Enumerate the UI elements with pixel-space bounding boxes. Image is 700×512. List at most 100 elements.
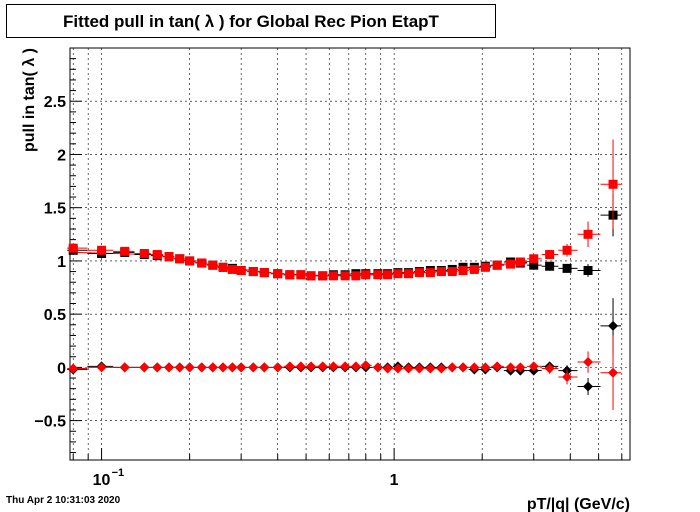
- data-point-square: [506, 259, 516, 269]
- x-axis-label: pT/|q| (GeV/c): [527, 496, 630, 512]
- timestamp-footer: Thu Apr 2 10:31:03 2020: [6, 495, 121, 506]
- data-point-diamond: [447, 362, 458, 373]
- data-point-diamond: [68, 363, 79, 374]
- data-point-square: [383, 270, 393, 280]
- y-tick-label: −0.5: [34, 414, 66, 431]
- data-point-diamond: [583, 357, 594, 368]
- data-point-diamond: [392, 363, 403, 374]
- y-tick-label: 0: [57, 360, 66, 377]
- data-point-square: [545, 250, 555, 260]
- data-point-square: [318, 271, 328, 281]
- data-point-diamond: [272, 362, 283, 373]
- data-point-square: [458, 266, 468, 276]
- data-point-square: [185, 256, 195, 266]
- data-point-diamond: [360, 360, 371, 371]
- data-point-square: [248, 267, 258, 277]
- x-tick-labels: 10 −1 1: [93, 467, 399, 489]
- data-point-diamond: [96, 362, 107, 373]
- data-point-square: [469, 264, 479, 274]
- data-point-square: [351, 271, 361, 281]
- data-point-square: [436, 267, 446, 277]
- y-tick-label: 2: [57, 147, 66, 164]
- data-point-diamond: [328, 361, 339, 372]
- data-point-square: [583, 229, 593, 239]
- data-point-diamond: [480, 362, 491, 373]
- data-point-diamond: [196, 362, 207, 373]
- data-point-square: [492, 260, 502, 270]
- data-point-diamond: [562, 371, 573, 382]
- grid-lines: [70, 48, 630, 460]
- data-point-diamond: [515, 362, 526, 373]
- data-point-diamond: [174, 362, 185, 373]
- data-point-diamond: [583, 381, 594, 392]
- data-point-square: [68, 243, 78, 253]
- data-point-square: [608, 179, 618, 189]
- x-tick-label: 10: [93, 472, 111, 489]
- y-tick-label: 0.5: [44, 307, 66, 324]
- data-point-diamond: [317, 361, 328, 372]
- data-point-diamond: [469, 362, 480, 373]
- data-point-diamond: [295, 361, 306, 372]
- data-point-square: [197, 258, 207, 268]
- data-point-square: [259, 268, 269, 278]
- data-point-square: [164, 252, 174, 262]
- data-point-square: [97, 245, 107, 255]
- x-tick-label: 1: [390, 472, 399, 489]
- data-point-diamond: [544, 363, 555, 374]
- data-point-diamond: [163, 362, 174, 373]
- data-point-diamond: [436, 363, 447, 374]
- data-point-square: [515, 257, 525, 267]
- data-point-square: [404, 269, 414, 279]
- data-point-square: [529, 254, 539, 264]
- data-point-diamond: [608, 367, 619, 378]
- data-point-square: [306, 271, 316, 281]
- data-point-diamond: [184, 362, 195, 373]
- data-point-diamond: [382, 363, 393, 374]
- data-point-diamond: [119, 362, 130, 373]
- data-point-square: [227, 264, 237, 274]
- data-point-diamond: [505, 362, 516, 373]
- data-point-square: [120, 246, 130, 256]
- data-point-diamond: [458, 362, 469, 373]
- data-point-square: [285, 270, 295, 280]
- data-point-diamond: [207, 362, 218, 373]
- data-point-diamond: [217, 362, 228, 373]
- data-point-diamond: [350, 361, 361, 372]
- data-point-square: [361, 270, 371, 280]
- data-point-square: [236, 266, 246, 276]
- data-point-square: [529, 260, 539, 270]
- data-point-diamond: [236, 362, 247, 373]
- data-point-diamond: [248, 362, 259, 373]
- data-point-square: [393, 269, 403, 279]
- data-point-diamond: [372, 362, 383, 373]
- data-point-square: [139, 248, 149, 258]
- data-point-diamond: [340, 361, 351, 372]
- data-point-diamond: [306, 361, 317, 372]
- y-tick-label: 2.5: [44, 94, 66, 111]
- data-point-square: [175, 254, 185, 264]
- data-point-diamond: [425, 363, 436, 374]
- data-point-square: [480, 262, 490, 272]
- data-point-square: [340, 271, 350, 281]
- y-tick-labels: −0.5 0 0.5 1 1.5 2 2.5: [34, 94, 66, 430]
- data-point-diamond: [139, 362, 150, 373]
- data-point-square: [562, 263, 572, 273]
- data-point-square: [373, 270, 383, 280]
- chart-title: Fitted pull in tan( λ ) for Global Rec P…: [63, 12, 439, 31]
- data-point-diamond: [259, 362, 270, 373]
- data-point-diamond: [528, 361, 539, 372]
- data-point-square: [152, 250, 162, 260]
- data-point-square: [208, 260, 218, 270]
- y-axis-label: pull in tan( λ ): [21, 48, 38, 152]
- chart-title-box: Fitted pull in tan( λ ) for Global Rec P…: [6, 4, 496, 38]
- y-tick-label: 1: [57, 254, 66, 271]
- data-point-square: [218, 262, 228, 272]
- data-point-square: [328, 271, 338, 281]
- data-points: [67, 139, 622, 410]
- data-point-square: [447, 267, 457, 277]
- data-point-diamond: [152, 362, 163, 373]
- axis-ticks: [70, 47, 623, 460]
- data-point-square: [562, 245, 572, 255]
- data-point-square: [545, 261, 555, 271]
- data-point-diamond: [227, 362, 238, 373]
